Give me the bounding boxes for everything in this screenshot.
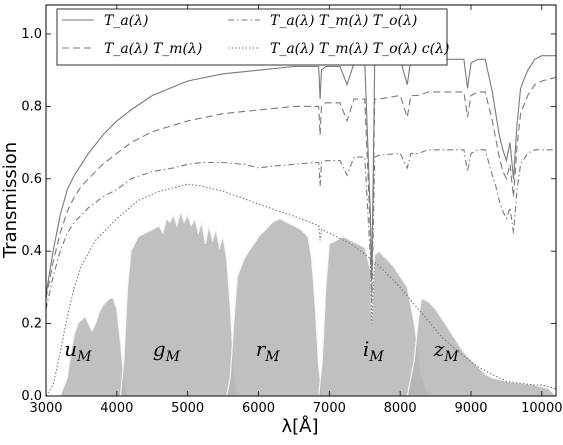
transmission-curves (45, 55, 557, 397)
y-axis-ticks: 0.0 0.2 0.4 0.6 0.8 1.0 (21, 27, 556, 404)
y-tick-label: 0.8 (21, 99, 42, 114)
x-tick-label: 10000 (521, 401, 562, 416)
band-u_M (59, 297, 129, 397)
legend-entry: T_a(λ) T_m(λ) T_o(λ) c(λ) (270, 41, 449, 57)
series-line-1 (45, 55, 556, 295)
x-tick-label: 7000 (313, 401, 346, 416)
y-tick-label: 0.4 (21, 244, 42, 259)
x-tick-label: 3000 (29, 401, 62, 416)
band-i_M (318, 236, 430, 397)
y-tick-label: 0.0 (21, 389, 42, 404)
band-g_M (119, 209, 238, 397)
legend-box (56, 8, 448, 66)
legend-entry: T_a(λ) T_m(λ) T_o(λ) (270, 13, 417, 29)
x-axis-ticks: 3000 4000 5000 6000 7000 8000 9000 10000 (29, 5, 563, 416)
y-tick-label: 1.0 (21, 27, 42, 42)
x-tick-label: 8000 (384, 401, 417, 416)
x-tick-label: 4000 (100, 401, 133, 416)
plot-frame (45, 4, 557, 397)
series-line-4 (45, 183, 557, 397)
filter-bands (59, 209, 558, 397)
y-tick-label: 0.2 (21, 317, 42, 332)
y-tick-label: 0.6 (21, 172, 42, 187)
x-tick-label: 6000 (242, 401, 275, 416)
x-tick-label: 5000 (171, 401, 204, 416)
band-r_M (225, 217, 323, 397)
x-axis-label: λ[Å] (281, 415, 318, 437)
legend-entry: T_a(λ) (104, 13, 148, 29)
x-tick-label: 9000 (454, 401, 487, 416)
series-line-2 (45, 76, 557, 299)
y-axis-label: Transmission (0, 142, 21, 259)
legend: T_a(λ) T_a(λ) T_m(λ) T_a(λ) T_m(λ) T_o(λ) T… (56, 8, 449, 66)
series-line-3 (45, 149, 556, 310)
legend-entry: T_a(λ) T_m(λ) (104, 41, 202, 57)
